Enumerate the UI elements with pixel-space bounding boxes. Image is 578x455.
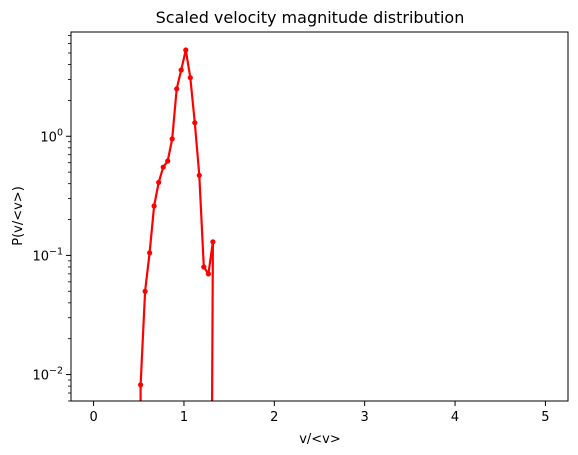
x-tick-label: 3: [361, 410, 369, 425]
plot-area: [138, 47, 216, 401]
x-tick-label: 4: [451, 410, 459, 425]
plot-frame: [70, 31, 569, 402]
x-axis-label: v/<v>: [299, 432, 341, 447]
data-point: [187, 75, 193, 81]
data-point: [138, 382, 144, 388]
chart-title: Scaled velocity magnitude distribution: [156, 8, 465, 27]
data-point: [160, 164, 166, 170]
data-point: [196, 172, 202, 178]
x-tick-label: 2: [270, 410, 278, 425]
data-point: [183, 47, 189, 53]
data-point: [174, 86, 180, 92]
y-axis: 10−2 10−1 100: [32, 35, 71, 402]
series-line: [139, 48, 214, 401]
data-point: [169, 136, 175, 142]
data-point: [165, 158, 171, 164]
x-tick-label: 5: [541, 410, 549, 425]
data-point: [201, 264, 207, 270]
y-tick-label: 100: [40, 127, 63, 145]
data-point: [142, 288, 148, 294]
data-point: [205, 271, 211, 277]
x-tick-label: 1: [180, 410, 188, 425]
data-point: [210, 239, 216, 245]
x-axis: 0 1 2 3 4 5: [89, 401, 550, 425]
data-point: [156, 179, 162, 185]
y-axis-label: P(v/<v>): [11, 186, 26, 246]
x-tick-label: 0: [89, 410, 97, 425]
y-tick-label: 10−1: [32, 246, 63, 264]
data-point: [192, 120, 198, 126]
data-point: [147, 250, 153, 256]
y-tick-label: 10−2: [32, 366, 63, 384]
data-point: [178, 67, 184, 73]
data-point: [151, 203, 157, 209]
